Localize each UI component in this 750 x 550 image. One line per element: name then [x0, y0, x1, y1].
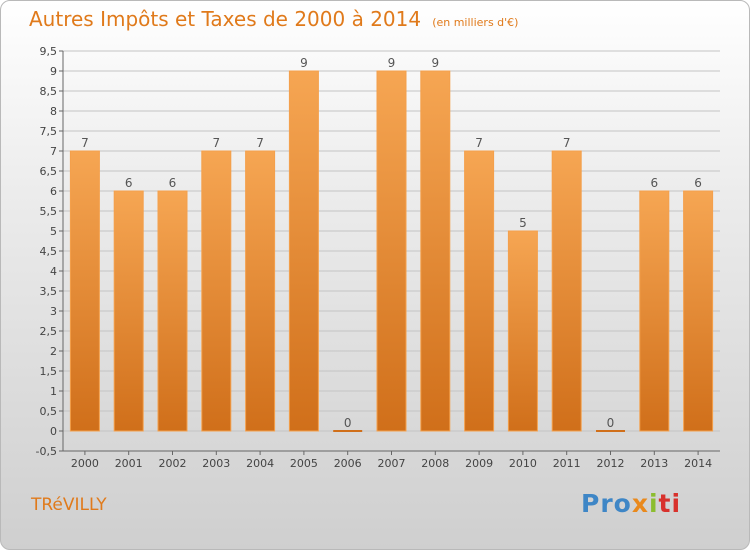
brand-part-4: ti	[658, 489, 682, 518]
y-tick-label: 9	[50, 65, 57, 78]
x-tick-label: 2007	[378, 457, 406, 470]
x-tick-label: 2000	[71, 457, 99, 470]
data-label: 0	[607, 416, 615, 430]
x-tick-label: 2010	[509, 457, 537, 470]
y-tick-label: 4,5	[40, 245, 58, 258]
chart-title: Autres Impôts et Taxes de 2000 à 2014 (e…	[29, 7, 518, 31]
y-tick-label: 0,5	[40, 405, 58, 418]
x-tick-label: 2004	[246, 457, 274, 470]
bar	[551, 150, 582, 432]
chart-title-main: Autres Impôts et Taxes de 2000 à 2014	[29, 7, 422, 31]
y-tick-label: -0,5	[36, 445, 57, 458]
y-tick-label: 4	[50, 265, 57, 278]
x-tick-label: 2013	[640, 457, 668, 470]
bar	[245, 150, 276, 432]
y-tick-label: 1	[50, 385, 57, 398]
x-tick-label: 2001	[115, 457, 143, 470]
data-label: 9	[431, 56, 439, 70]
y-tick-label: 7,5	[40, 125, 58, 138]
x-tick-label: 2008	[421, 457, 449, 470]
x-tick-label: 2014	[684, 457, 712, 470]
y-tick-label: 1,5	[40, 365, 58, 378]
bar	[507, 230, 538, 432]
data-label: 0	[344, 416, 352, 430]
x-tick-label: 2011	[553, 457, 581, 470]
bar	[157, 190, 188, 432]
y-axis-ticks: -0,5 0 0,5 1 1,5 2 2,5 3 3,5 4 4,5 5 5,5 6 6,5 7 7,5 8 8,5…	[36, 45, 63, 458]
y-tick-label: 0	[50, 425, 57, 438]
bar	[288, 70, 319, 432]
commune-name: TRéVILLY	[31, 495, 107, 515]
data-label: 7	[475, 136, 483, 150]
brand-part-3: i	[648, 489, 659, 518]
bar	[113, 190, 144, 432]
data-label: 9	[388, 56, 396, 70]
y-tick-label: 8	[50, 105, 57, 118]
data-label: 7	[81, 136, 89, 150]
brand-logo: Proxiti	[581, 489, 681, 518]
x-tick-label: 2006	[334, 457, 362, 470]
y-tick-label: 6	[50, 185, 57, 198]
data-label: 9	[300, 56, 308, 70]
bar	[69, 150, 100, 432]
y-tick-label: 2,5	[40, 325, 58, 338]
y-tick-label: 7	[50, 145, 57, 158]
bar	[420, 70, 451, 432]
data-label: 6	[650, 176, 658, 190]
y-tick-label: 5	[50, 225, 57, 238]
x-tick-label: 2003	[202, 457, 230, 470]
data-label: 6	[169, 176, 177, 190]
x-tick-label: 2002	[159, 457, 187, 470]
data-label: 7	[563, 136, 571, 150]
y-tick-label: 5,5	[40, 205, 58, 218]
bar	[464, 150, 495, 432]
brand-part-2: x	[631, 489, 649, 518]
y-tick-label: 2	[50, 345, 57, 358]
y-tick-label: 9,5	[40, 45, 58, 58]
data-label: 6	[694, 176, 702, 190]
chart-unit-note: (en milliers d'€)	[432, 16, 519, 29]
brand-part-1: Pro	[581, 489, 632, 518]
x-tick-label: 2012	[597, 457, 625, 470]
bars: 7 6 6 7 7 9 0 9 9 7 5 7 0 6 6	[69, 56, 714, 432]
data-label: 7	[212, 136, 220, 150]
bar	[683, 190, 714, 432]
y-tick-label: 3,5	[40, 285, 58, 298]
y-tick-label: 6,5	[40, 165, 58, 178]
y-tick-label: 3	[50, 305, 57, 318]
x-tick-label: 2005	[290, 457, 318, 470]
bar	[376, 70, 407, 432]
data-label: 7	[256, 136, 264, 150]
bar	[639, 190, 670, 432]
y-tick-label: 8,5	[40, 85, 58, 98]
x-axis-ticks: 2000 2001 2002 2003 2004 2005 2006 2007 2008 2009…	[71, 451, 712, 470]
x-tick-label: 2009	[465, 457, 493, 470]
data-label: 6	[125, 176, 133, 190]
bar	[201, 150, 232, 432]
data-label: 5	[519, 216, 527, 230]
